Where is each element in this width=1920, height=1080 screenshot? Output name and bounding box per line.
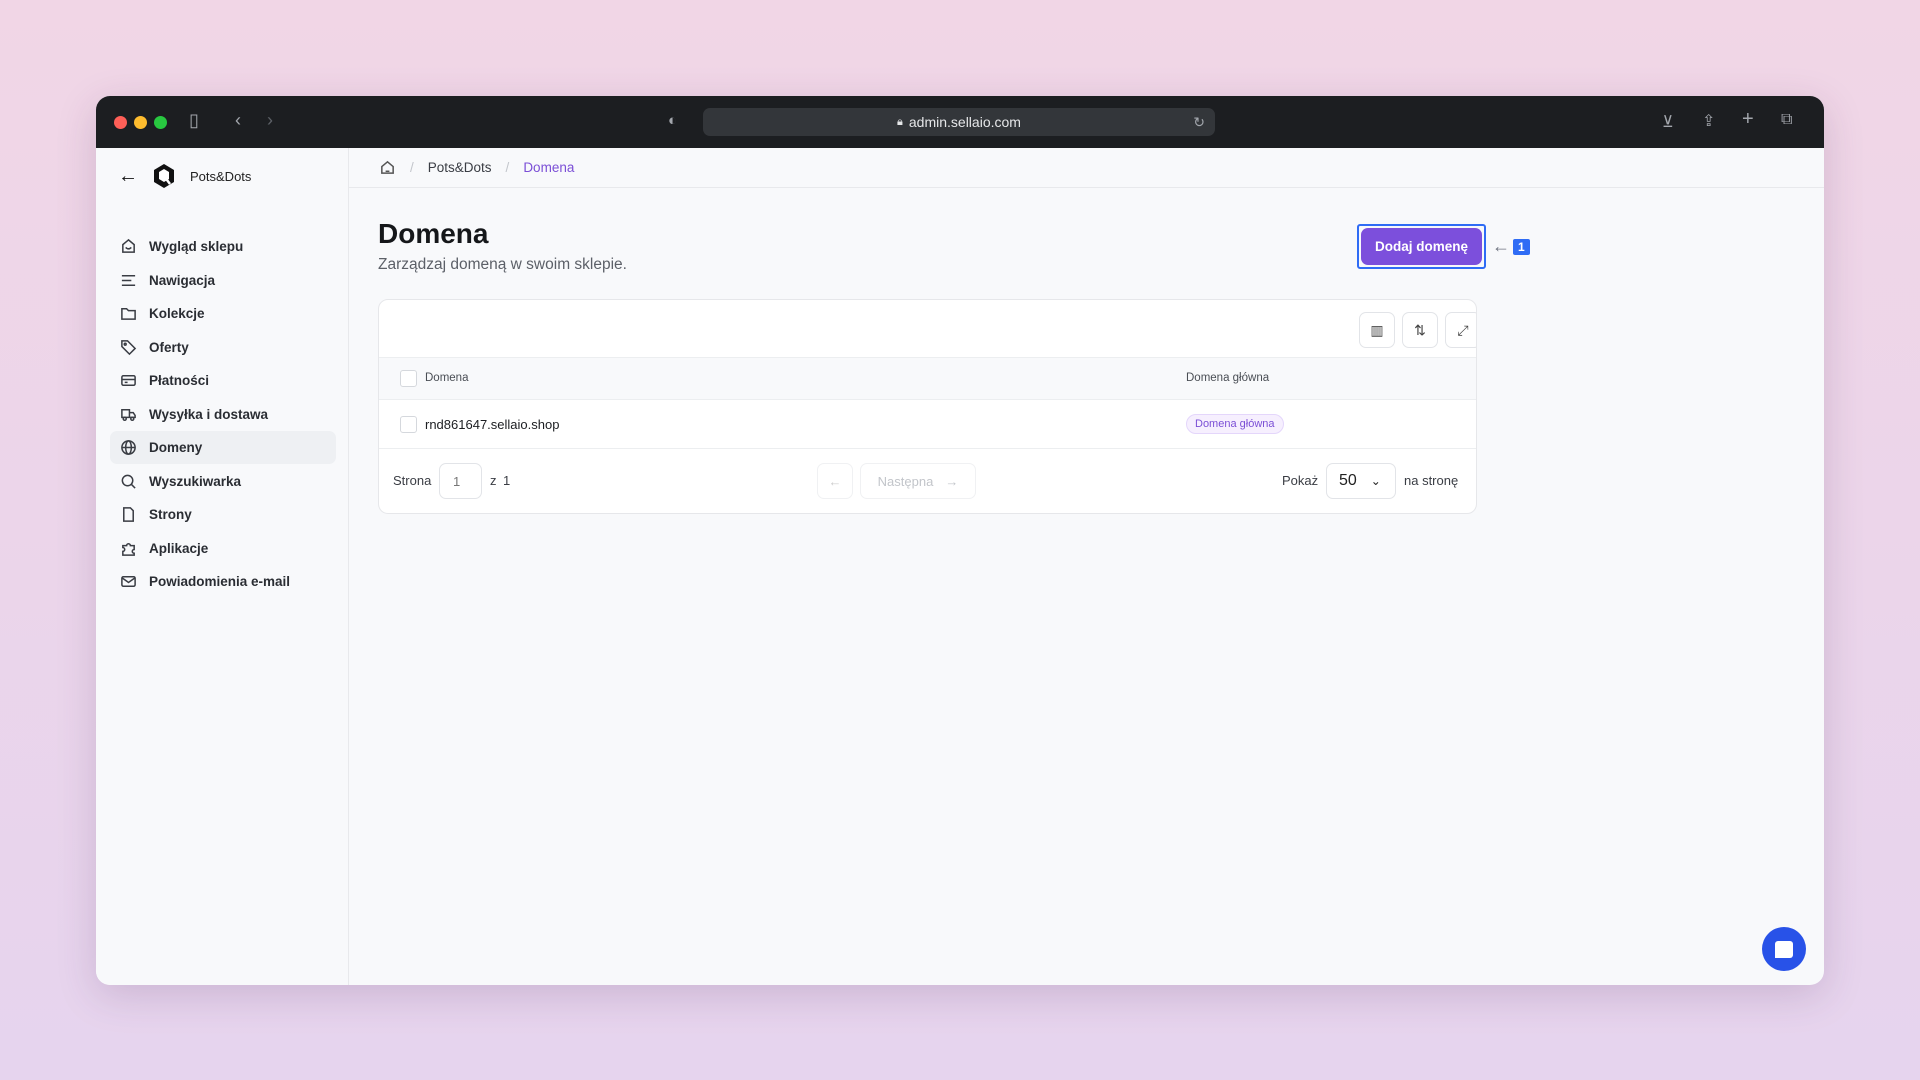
primary-domain-badge: Domena główna — [1186, 414, 1284, 434]
add-domain-highlight: Dodaj domenę — [1357, 224, 1486, 269]
chevron-down-icon: ⌄ — [1370, 474, 1381, 488]
chat-button[interactable] — [1762, 927, 1806, 971]
sidebar-item-nawigacja[interactable]: Nawigacja — [110, 264, 336, 297]
sidebar-item-kolekcje[interactable]: Kolekcje — [110, 297, 336, 330]
storefront-icon — [122, 238, 135, 253]
add-domain-button[interactable]: Dodaj domenę — [1361, 228, 1482, 265]
maximize-window-button[interactable] — [154, 116, 167, 129]
column-header-domain[interactable]: Domena — [425, 372, 469, 384]
sidebar-item-powiadomienia[interactable]: Powiadomienia e-mail — [110, 565, 336, 598]
show-label: Pokaż — [1282, 473, 1319, 488]
domains-table-card: ▥ ⇅ ⤢ Domena Domena główna rnd861647.sel… — [378, 299, 1477, 514]
next-page-button[interactable]: Następna → — [860, 463, 976, 499]
sidebar-nav: Wygląd sklepu Nawigacja Kolekcje Oferty … — [110, 230, 336, 599]
browser-window: ▯ ‹ › ◐ 🔒︎ admin.sellaio.com ↻ ⊻ ⇪ + ⧉ ←… — [96, 96, 1824, 985]
store-logo-icon — [154, 164, 174, 188]
sidebar-item-domeny[interactable]: Domeny — [110, 431, 336, 464]
sidebar-item-wyglad-sklepu[interactable]: Wygląd sklepu — [110, 230, 336, 263]
per-page-suffix: na stronę — [1404, 473, 1459, 488]
pagination: Strona 1 z 1 ← Następna → Pokaż 50 ⌄ na st… — [379, 449, 1476, 513]
reload-icon[interactable]: ↻ — [1193, 113, 1205, 130]
search-icon — [121, 474, 136, 489]
forward-icon[interactable]: › — [267, 110, 273, 130]
per-page-select[interactable]: 50 ⌄ — [1326, 463, 1396, 499]
breadcrumb: / Pots&Dots / Domena — [349, 148, 1824, 188]
expand-button[interactable]: ⤢ — [1445, 312, 1476, 348]
page-input[interactable]: 1 — [439, 463, 482, 499]
download-icon[interactable]: ⊻ — [1662, 114, 1674, 131]
sidebar-item-platnosci[interactable]: Płatności — [110, 364, 336, 397]
back-arrow-icon[interactable]: ← — [118, 164, 138, 187]
truck-icon — [121, 408, 136, 421]
annotation-marker: ← 1 — [1492, 236, 1530, 257]
page-subtitle: Zarządzaj domeną w swoim sklepie. — [378, 256, 627, 273]
columns-icon: ▥ — [1370, 321, 1384, 338]
columns-button[interactable]: ▥ — [1359, 312, 1395, 348]
address-bar[interactable]: 🔒︎ admin.sellaio.com ↻ — [703, 108, 1215, 136]
total-pages: 1 — [503, 473, 511, 488]
row-checkbox[interactable] — [400, 416, 417, 433]
mail-icon — [121, 576, 136, 587]
browser-titlebar: ▯ ‹ › ◐ 🔒︎ admin.sellaio.com ↻ ⊻ ⇪ + ⧉ — [96, 96, 1824, 148]
sidebar-item-wyszukiwarka[interactable]: Wyszukiwarka — [110, 465, 336, 498]
share-icon[interactable]: ⇪ — [1702, 113, 1716, 130]
sidebar-item-oferty[interactable]: Oferty — [110, 331, 336, 364]
chat-bubble-icon — [1775, 940, 1793, 958]
sidebar: ← Pots&Dots Wygląd sklepu Nawigacja Kole… — [96, 148, 349, 985]
file-icon — [123, 507, 134, 522]
breadcrumb-store[interactable]: Pots&Dots — [427, 160, 492, 175]
store-name: Pots&Dots — [190, 168, 252, 184]
prev-page-button[interactable]: ← — [817, 463, 853, 499]
puzzle-icon — [122, 542, 135, 556]
page-label: Strona — [393, 473, 432, 488]
arrow-right-icon: → — [945, 473, 959, 489]
folder-icon — [121, 308, 136, 320]
domain-name: rnd861647.sellaio.shop — [425, 417, 560, 432]
table-toolbar: ▥ ⇅ ⤢ — [379, 300, 1476, 358]
tag-icon — [121, 339, 137, 355]
sidebar-item-strony[interactable]: Strony — [110, 498, 336, 531]
table-row[interactable]: rnd861647.sellaio.shop Domena główna — [379, 400, 1476, 449]
sidebar-item-aplikacje[interactable]: Aplikacje — [110, 532, 336, 565]
of-label: z — [490, 473, 497, 488]
main-content: / Pots&Dots / Domena Domena Zarządzaj do… — [349, 148, 1824, 985]
annotation-badge: 1 — [1513, 238, 1530, 255]
select-all-checkbox[interactable] — [400, 370, 417, 387]
credit-card-icon — [121, 375, 136, 386]
sidebar-item-wysylka[interactable]: Wysyłka i dostawa — [110, 398, 336, 431]
table-header: Domena Domena główna — [379, 358, 1476, 400]
sort-button[interactable]: ⇅ — [1402, 312, 1438, 348]
breadcrumb-current: Domena — [523, 160, 575, 175]
column-header-primary[interactable]: Domena główna — [1186, 372, 1270, 384]
sidebar-toggle-icon[interactable]: ▯ — [189, 110, 199, 130]
arrow-left-icon: ← — [1492, 236, 1510, 256]
expand-icon: ⤢ — [1457, 321, 1469, 338]
store-brand: ← Pots&Dots — [118, 162, 251, 190]
shield-icon[interactable]: ◐ — [668, 112, 678, 129]
new-tab-icon[interactable]: + — [1742, 108, 1754, 130]
home-icon[interactable] — [379, 159, 396, 176]
back-icon[interactable]: ‹ — [235, 110, 241, 130]
globe-icon — [121, 440, 136, 455]
page-title: Domena — [378, 218, 489, 249]
sort-arrows-icon: ⇅ — [1414, 321, 1426, 338]
minimize-window-button[interactable] — [134, 116, 147, 129]
lock-icon: 🔒︎ — [897, 115, 903, 128]
close-window-button[interactable] — [114, 116, 127, 129]
menu-lines-icon — [121, 274, 136, 286]
url-text: admin.sellaio.com — [908, 114, 1021, 130]
arrow-left-icon: ← — [828, 473, 842, 489]
tabs-overview-icon[interactable]: ⧉ — [1781, 111, 1793, 128]
